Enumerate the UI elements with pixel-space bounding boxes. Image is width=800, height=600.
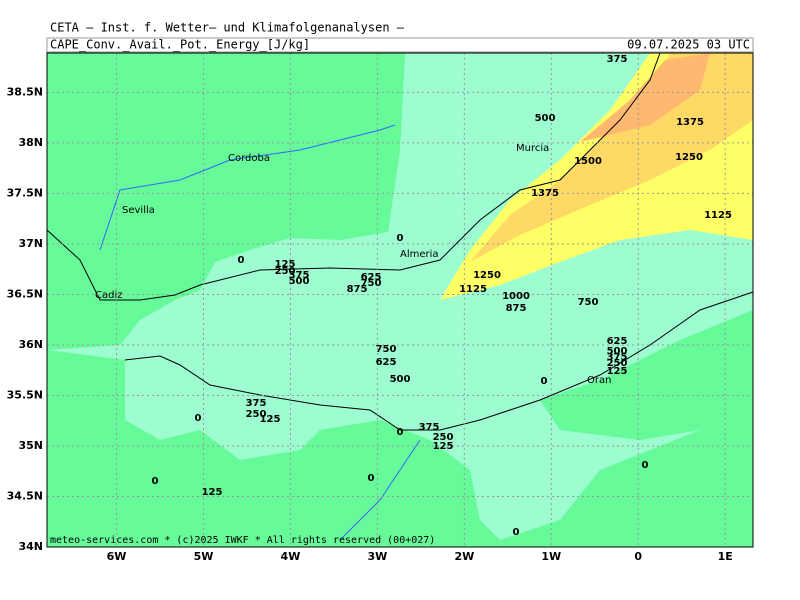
zero-cape-land [47, 53, 405, 350]
contour-label: 125 [202, 487, 223, 498]
contour-label: 0 [642, 460, 649, 471]
contour-label: 1125 [459, 284, 487, 295]
map [46, 52, 754, 548]
y-tick-label: 37N [18, 237, 43, 250]
contour-label: 0 [541, 376, 548, 387]
coastline-africa [124, 291, 754, 431]
contour-label: 1500 [574, 156, 602, 167]
contour-label: 1250 [473, 270, 501, 281]
contour-label: 250 [433, 432, 454, 443]
coastline-spain [46, 52, 661, 301]
y-tick-label: 35N [18, 439, 43, 452]
contour-label: 500 [535, 113, 556, 124]
contour-label: 0 [152, 476, 159, 487]
y-tick-label: 37.5N [7, 186, 43, 199]
institute: CETA – Inst. f. Wetter– und Klimafolgena… [50, 21, 405, 35]
city-label: Sevilla [122, 205, 155, 216]
x-tick-label: 1W [541, 550, 561, 563]
contour-label: 375 [289, 270, 310, 281]
y-tick-label: 36N [18, 338, 43, 351]
contour-label: 625 [607, 336, 628, 347]
contour-label: 125 [607, 366, 628, 377]
contour-label: 1250 [675, 152, 703, 163]
y-tick-label: 38N [18, 136, 43, 149]
footer: meteo-services.com * (c)2025 IWKF * All … [50, 535, 435, 546]
contour-label: 0 [513, 527, 520, 538]
contour-label: 250 [246, 409, 267, 420]
city-label: Murcia [516, 143, 549, 154]
river [99, 124, 396, 251]
zero-cape-south [47, 350, 753, 547]
contour-label: 375 [246, 398, 267, 409]
contour-label: 750 [361, 278, 382, 289]
x-tick-label: 0 [634, 550, 642, 563]
x-tick-label: 3W [367, 550, 387, 563]
y-tick-label: 34.5N [7, 489, 43, 502]
contour-label: 875 [347, 284, 368, 295]
map-frame [46, 52, 754, 548]
contour-label: 1125 [704, 210, 732, 221]
city-label: Cadiz [95, 290, 123, 301]
zero-cape-east [540, 310, 753, 440]
contour-label: 250 [607, 358, 628, 369]
x-tick-label: 1E [718, 550, 733, 563]
y-tick-label: 38.5N [7, 85, 43, 98]
cape-1250 [470, 53, 753, 262]
city-label: Almeria [400, 249, 439, 260]
cape-1500 [580, 53, 710, 142]
contour-label: 0 [238, 255, 245, 266]
contour-label: 1000 [502, 291, 530, 302]
contour-label: 625 [361, 272, 382, 283]
city-label: Oran [587, 375, 611, 386]
y-tick-label: 35.5N [7, 388, 43, 401]
field-name: CAPE_Conv._Avail._Pot._Energy_[J/kg] [50, 38, 310, 52]
river [339, 439, 421, 541]
contour-label: 1375 [531, 188, 559, 199]
city-label: Cordoba [228, 153, 270, 164]
contour-label: 375 [607, 54, 628, 65]
contour-label: 125 [275, 259, 296, 270]
contour-label: 0 [368, 473, 375, 484]
contour-label: 375 [419, 422, 440, 433]
contour-label: 500 [289, 276, 310, 287]
x-tick-label: 2W [454, 550, 474, 563]
header-box [46, 37, 754, 53]
y-tick-label: 34N [18, 540, 43, 553]
contour-label: 750 [376, 344, 397, 355]
contour-label: 375 [607, 352, 628, 363]
contour-label: 0 [397, 427, 404, 438]
contour-label: 1375 [676, 117, 704, 128]
contour-label: 0 [195, 413, 202, 424]
contour-label: 750 [578, 297, 599, 308]
datetime: 09.07.2025 03 UTC [627, 38, 750, 52]
contour-label: 500 [607, 346, 628, 357]
contour-label: 500 [390, 374, 411, 385]
contour-label: 125 [433, 441, 454, 452]
y-tick-label: 36.5N [7, 287, 43, 300]
x-tick-label: 5W [194, 550, 214, 563]
x-tick-label: 6W [107, 550, 127, 563]
contour-label: 875 [506, 303, 527, 314]
x-tick-label: 4W [281, 550, 301, 563]
contour-label: 125 [260, 414, 281, 425]
contour-label: 250 [275, 266, 296, 277]
contour-label: 0 [397, 233, 404, 244]
contour-label: 625 [376, 357, 397, 368]
